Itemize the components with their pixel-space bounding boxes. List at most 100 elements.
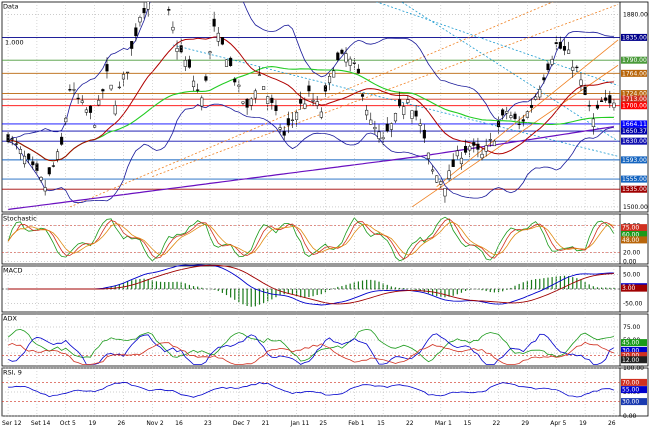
level-tag [621,175,647,183]
level-tag-label: 1630.00 [622,138,647,145]
level-tag [621,127,647,135]
candle-body [476,143,480,150]
candle-body [389,123,393,130]
candle-body [612,102,616,108]
candle-body [587,105,591,107]
candle-body [299,99,303,104]
candle-body [525,111,529,118]
candle-body [542,77,546,81]
indicator-tag-label: 75.00 [622,225,639,232]
indicator-tag-label: 12.00 [622,357,639,364]
x-tick-label: Mar 1 [435,420,452,427]
candle-body [377,131,381,139]
indicator-line-stoch [7,216,615,262]
x-tick-label: 23 [204,420,212,427]
candle-body [509,115,513,118]
candle-body [22,155,27,165]
x-tick-label: 29 [521,420,529,427]
indicator-tag-label: 55.00 [622,387,639,394]
candle-body [422,129,426,139]
candle-body [55,151,60,160]
candle-body [179,45,183,53]
candle-body [393,113,398,122]
level-tag-label: 1593.00 [622,157,647,164]
indicator-tag [621,352,647,360]
candle-body [241,101,245,104]
indicator-tag [621,356,647,364]
candle-body [121,74,126,80]
candle-body [604,97,608,101]
level-tag [621,33,647,41]
x-tick-label: 15 [377,420,385,427]
indicator-tag-label: 20.00 [622,353,639,360]
panel-price: Data 1880.00 1500.00 [1,1,649,213]
candle-body [521,119,525,122]
candle-body [229,57,233,67]
candle-body [43,187,47,192]
candle-body [64,117,68,123]
panel-frame [1,1,649,213]
level-tag-label: 1724.00 [622,91,647,98]
candle-body [262,86,266,90]
level-tag [621,120,647,128]
candle-body [142,8,146,14]
candle-body [187,59,191,68]
panel-frame [1,313,649,367]
level-tag-label: 1535.00 [622,186,647,193]
x-tick-label: 25 [319,420,327,427]
candle-body [447,170,451,179]
indicator-tag [621,339,647,347]
candle-body [249,98,253,106]
sma-short-line [7,36,614,162]
candle-body [171,26,175,31]
candle-body [220,37,224,45]
candle-body [418,123,422,126]
y-tick-label: 20.00 [623,250,640,257]
candle-body [76,97,80,100]
indicator-line-rsi [8,381,615,398]
candle-body [47,167,51,175]
candle-body [344,53,348,63]
candle-body [534,96,538,100]
candle-body [406,99,410,103]
indicator-tag-label: 48.00 [622,237,639,244]
x-tick-label: Set 14 [31,420,51,427]
candle-body [410,110,414,119]
bollinger-lower [7,103,614,204]
indicator-tag-label: 45.00 [622,340,639,347]
candle-body [113,105,117,115]
candle-body [138,17,142,23]
candle-body [216,32,220,42]
level-tag [621,95,647,103]
y-tick-label: 1880.00 [623,12,648,19]
candle-body [562,46,567,51]
candle-body [146,2,150,10]
candle-body [245,98,249,108]
sma-long-line [8,126,614,211]
candle-body [443,188,447,197]
candle-body [340,49,344,54]
x-tick-label: 15 [464,420,472,427]
candle-body [307,85,311,92]
panel-title: MACD [3,267,22,275]
candle-body [455,150,459,157]
indicator-tag [621,386,647,394]
panel-title: ADX [3,315,17,323]
candle-body [402,106,406,115]
candle-body [505,110,509,114]
candle-body [327,75,332,84]
candle-body [60,136,64,145]
candle-body [167,9,171,11]
x-tick-label: Jan 11 [290,420,310,427]
candle-body [356,68,360,74]
candle-body [575,66,579,69]
level-tag-label: 1555.00 [622,176,647,183]
candle-body [274,105,278,111]
candle-body [426,152,431,159]
candle-body [109,84,113,90]
candle-body [435,175,439,183]
candle-body [175,48,179,52]
level-tag-label: 1700.00 [622,103,647,110]
indicator-line-adx [7,328,614,363]
indicator-line-stoch [7,218,615,260]
